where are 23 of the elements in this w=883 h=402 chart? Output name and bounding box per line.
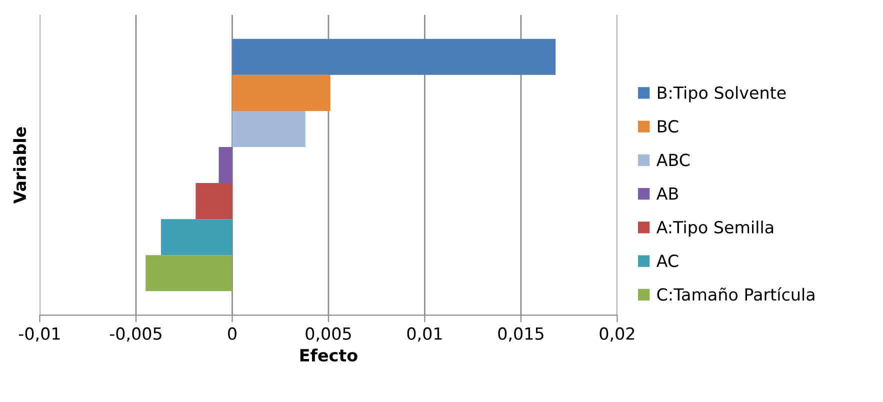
bar (161, 219, 232, 256)
legend-label: AC (656, 254, 678, 268)
x-tick-label: 0,02 (600, 327, 634, 342)
x-tick-label: -0,01 (18, 327, 60, 342)
bar (218, 147, 232, 184)
x-tick-label: 0,015 (498, 327, 544, 342)
x-axis-title: Efecto (300, 348, 358, 362)
legend-label: ABC (656, 154, 690, 166)
legend-label: B:Tipo Solvente (658, 86, 786, 102)
x-tick-label: 0,01 (407, 327, 442, 342)
legend-label: A:Tipo Semilla (656, 220, 774, 237)
bar (232, 74, 330, 111)
legend-label: C:Tamaño Partícula (657, 287, 814, 301)
bar (232, 110, 306, 148)
legend-label: AB (656, 188, 678, 200)
bar (232, 38, 556, 75)
bar (146, 255, 232, 292)
x-tick-label: -0,005 (110, 327, 162, 342)
y-axis-title: Variable (13, 127, 26, 204)
x-tick-label: 0,005 (306, 327, 351, 342)
legend-label: BC (658, 120, 678, 133)
x-tick-label: 0 (228, 327, 236, 340)
bar (196, 183, 232, 220)
